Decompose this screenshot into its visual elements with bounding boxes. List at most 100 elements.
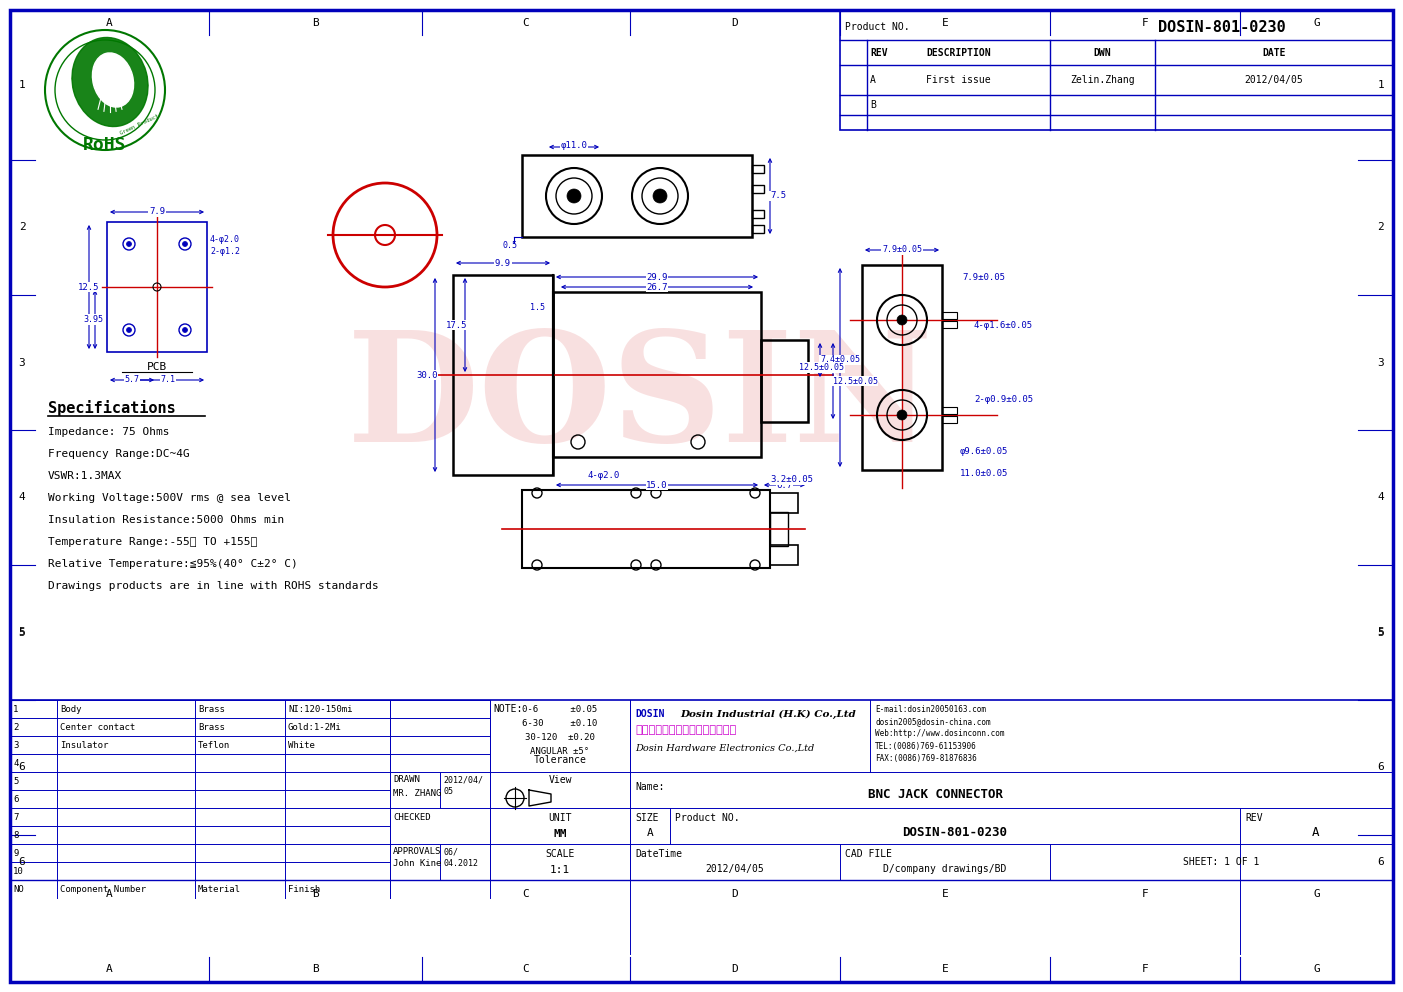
Ellipse shape [72, 38, 149, 127]
Text: UNIT: UNIT [549, 813, 572, 823]
Text: A: A [107, 964, 112, 974]
Text: 26.7: 26.7 [647, 283, 668, 292]
Circle shape [182, 241, 188, 246]
Bar [453, 275, 553, 475]
Text: 8: 8 [13, 830, 18, 839]
Text: 6: 6 [18, 763, 25, 773]
Text: φ11.0: φ11.0 [561, 141, 588, 150]
Text: 05: 05 [443, 788, 453, 797]
Text: SIZE: SIZE [636, 813, 658, 823]
Text: 4: 4 [13, 759, 18, 768]
Text: 2-φ1.2: 2-φ1.2 [210, 247, 240, 257]
Text: SHEET: 1 OF 1: SHEET: 1 OF 1 [1183, 857, 1258, 867]
Text: Green Product: Green Product [119, 114, 160, 136]
Text: G: G [1313, 964, 1320, 974]
Text: D: D [731, 964, 738, 974]
Text: 9.9: 9.9 [495, 259, 511, 268]
Text: 5: 5 [13, 777, 18, 786]
Circle shape [126, 241, 132, 246]
Text: APPROVALS: APPROVALS [393, 847, 442, 856]
Text: G: G [1313, 18, 1320, 28]
Text: 12.5: 12.5 [79, 283, 100, 292]
Text: dosin2005@dosin-china.com: dosin2005@dosin-china.com [875, 717, 991, 726]
Text: 6: 6 [18, 857, 25, 867]
Text: Product NO.: Product NO. [845, 22, 909, 32]
Text: Insulator: Insulator [60, 740, 108, 750]
Text: 3: 3 [1378, 357, 1385, 367]
Text: B: B [311, 889, 318, 899]
Text: Frequency Range:DC~4G: Frequency Range:DC~4G [48, 449, 189, 459]
Text: A: A [107, 889, 112, 899]
Text: 7.4±0.05: 7.4±0.05 [819, 355, 860, 364]
Ellipse shape [93, 53, 133, 107]
Text: Component Number: Component Number [60, 885, 146, 894]
Text: 6: 6 [13, 795, 18, 804]
Text: DOSIN-801-0230: DOSIN-801-0230 [902, 826, 1007, 839]
Text: Impedance: 75 Ohms: Impedance: 75 Ohms [48, 427, 170, 437]
Text: C: C [523, 964, 529, 974]
Text: 4: 4 [1378, 492, 1385, 503]
Text: Working Voltage:500V rms @ sea level: Working Voltage:500V rms @ sea level [48, 493, 290, 503]
Text: 5: 5 [18, 627, 25, 637]
Bar [941, 416, 957, 423]
Text: 4-φ2.0: 4-φ2.0 [588, 470, 620, 479]
Bar [522, 490, 770, 568]
Text: F: F [1142, 18, 1149, 28]
Text: Body: Body [60, 704, 81, 713]
Text: SCALE: SCALE [546, 849, 575, 859]
Text: A: A [107, 18, 112, 28]
Text: φ9.6±0.05: φ9.6±0.05 [960, 447, 1009, 456]
Text: John Kine: John Kine [393, 859, 442, 869]
Text: A: A [647, 828, 654, 838]
Text: 1: 1 [18, 80, 25, 90]
Text: MM: MM [553, 829, 567, 839]
Text: 2: 2 [1378, 222, 1385, 232]
Bar [861, 265, 941, 470]
Text: REV: REV [870, 48, 888, 58]
Text: Product NO.: Product NO. [675, 813, 739, 823]
Text: 3: 3 [13, 740, 18, 750]
Text: DOSIN: DOSIN [347, 325, 933, 474]
Text: 10: 10 [13, 866, 24, 876]
Text: C: C [523, 18, 529, 28]
Text: 4: 4 [18, 492, 25, 503]
Text: Specifications: Specifications [48, 400, 175, 416]
Text: 04.2012: 04.2012 [443, 859, 478, 869]
Text: 3.95: 3.95 [83, 315, 102, 324]
Text: 12.5±0.05: 12.5±0.05 [800, 363, 845, 372]
Text: 7.1: 7.1 [160, 376, 175, 385]
Text: Dosin Hardware Electronics Co.,Ltd: Dosin Hardware Electronics Co.,Ltd [636, 743, 814, 753]
Text: 7.9±0.05: 7.9±0.05 [882, 245, 922, 255]
Text: 7: 7 [13, 812, 18, 821]
Text: Relative Temperature:≦95%(40° C±2° C): Relative Temperature:≦95%(40° C±2° C) [48, 559, 297, 569]
Text: Brass: Brass [198, 722, 224, 731]
Text: 9: 9 [13, 848, 18, 857]
Text: 5.7: 5.7 [125, 376, 139, 385]
Circle shape [567, 189, 581, 203]
Text: 5: 5 [1378, 628, 1385, 638]
Text: VSWR:1.3MAX: VSWR:1.3MAX [48, 471, 122, 481]
Text: E: E [941, 18, 948, 28]
Text: Insulation Resistance:5000 Ohms min: Insulation Resistance:5000 Ohms min [48, 515, 285, 525]
Text: E: E [941, 889, 948, 899]
Text: 6-30     ±0.10: 6-30 ±0.10 [522, 719, 598, 728]
Text: 3.2±0.05: 3.2±0.05 [770, 475, 814, 484]
Text: C: C [523, 889, 529, 899]
Text: Name:: Name: [636, 782, 665, 792]
Text: 17.5: 17.5 [446, 320, 467, 329]
Text: 7.9: 7.9 [149, 207, 166, 216]
Bar [840, 10, 1393, 130]
Text: Gold:1-2Mi: Gold:1-2Mi [288, 722, 342, 731]
Text: PCB: PCB [147, 362, 167, 372]
Text: 11.0±0.05: 11.0±0.05 [960, 468, 1009, 477]
Text: 7.5: 7.5 [770, 191, 786, 200]
Text: 3: 3 [18, 357, 25, 367]
Bar [760, 340, 808, 422]
Text: 2012/04/05: 2012/04/05 [1244, 75, 1303, 85]
Text: DOSIN-801-0230: DOSIN-801-0230 [1157, 20, 1285, 35]
Bar [941, 407, 957, 414]
Text: 7.9±0.05: 7.9±0.05 [962, 273, 1005, 282]
Text: 12.5±0.05: 12.5±0.05 [832, 377, 877, 386]
Bar [941, 321, 957, 328]
Text: TEL:(0086)769-61153906: TEL:(0086)769-61153906 [875, 741, 976, 751]
